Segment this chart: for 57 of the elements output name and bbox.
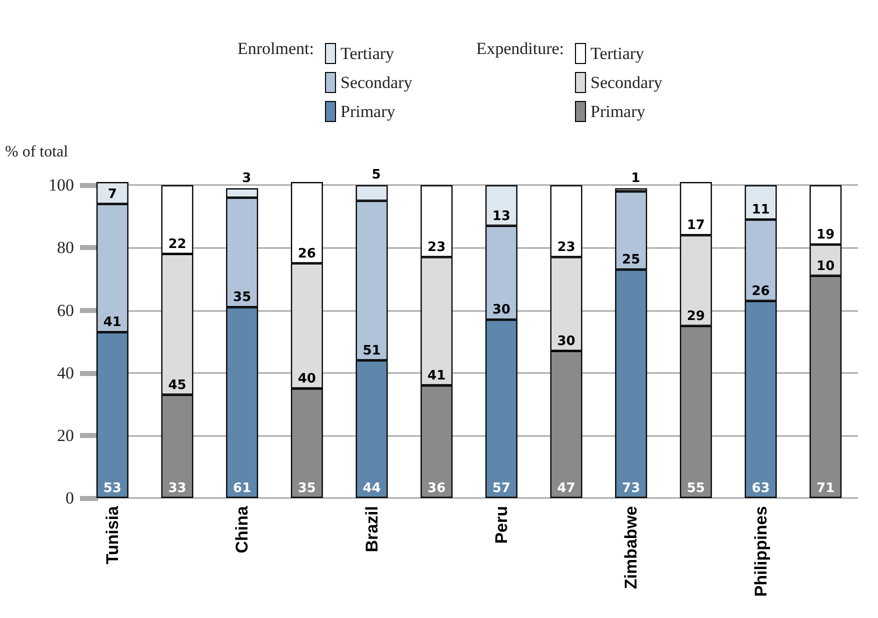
data-label: 40 bbox=[298, 371, 316, 386]
x-tick-label: Peru bbox=[492, 506, 511, 544]
x-tick-label: Tunisia bbox=[102, 505, 122, 564]
data-label: 71 bbox=[816, 481, 835, 496]
data-label: 13 bbox=[492, 208, 510, 224]
data-label: 26 bbox=[752, 284, 770, 299]
x-tick-label: China bbox=[232, 505, 252, 554]
data-label: 1 bbox=[631, 170, 640, 186]
legend-label: Secondary bbox=[340, 73, 413, 92]
data-label: 3 bbox=[242, 170, 252, 186]
x-tick-label: Philippines bbox=[751, 506, 770, 597]
data-label: 44 bbox=[362, 481, 381, 496]
text: Expenditure: bbox=[476, 39, 564, 58]
y-tick-label: 0 bbox=[66, 488, 74, 508]
legend-label: Tertiary bbox=[590, 44, 645, 63]
data-label: 47 bbox=[557, 481, 576, 496]
y-tick-label: 100 bbox=[48, 176, 74, 195]
data-label: 7 bbox=[108, 186, 117, 202]
y-tick-label: 80 bbox=[57, 238, 74, 258]
data-label: 29 bbox=[686, 308, 705, 324]
y-axis-title: % of total bbox=[5, 144, 69, 160]
data-label: 10 bbox=[816, 258, 835, 274]
legend-label: Primary bbox=[340, 102, 396, 121]
data-label: 45 bbox=[168, 378, 186, 393]
data-label: 22 bbox=[168, 236, 186, 252]
y-tick-label: 60 bbox=[57, 300, 74, 320]
legend-label: Tertiary bbox=[340, 44, 395, 63]
legend-label: Primary bbox=[590, 102, 646, 121]
data-label: 19 bbox=[816, 228, 835, 243]
data-label: 30 bbox=[492, 302, 510, 318]
data-label: 25 bbox=[622, 252, 640, 268]
data-label: 41 bbox=[103, 315, 122, 330]
data-label: 73 bbox=[622, 481, 640, 496]
y-tick-label: 40 bbox=[57, 363, 74, 382]
data-label: 26 bbox=[298, 246, 316, 262]
data-label: 5 bbox=[372, 168, 381, 183]
data-label: 36 bbox=[428, 481, 446, 496]
data-label: 30 bbox=[557, 334, 576, 349]
data-label: 33 bbox=[168, 481, 186, 496]
legend-label: Secondary bbox=[590, 73, 663, 92]
data-label: 57 bbox=[492, 481, 510, 496]
data-label: 55 bbox=[686, 481, 705, 496]
data-label: 51 bbox=[362, 343, 381, 358]
x-tick-label: Zimbabwe bbox=[622, 506, 641, 590]
data-label: 35 bbox=[233, 290, 252, 306]
data-label: 53 bbox=[103, 481, 122, 496]
data-label: 23 bbox=[428, 240, 446, 256]
data-label: 11 bbox=[752, 202, 770, 218]
y-tick-label: 20 bbox=[57, 426, 74, 445]
data-label: 63 bbox=[752, 481, 770, 496]
data-label: 23 bbox=[557, 240, 576, 256]
x-tick-label: Brazil bbox=[362, 506, 382, 552]
data-label: 17 bbox=[686, 218, 705, 234]
text: Enrolment: bbox=[238, 39, 314, 58]
data-label: 35 bbox=[298, 481, 316, 496]
data-label: 61 bbox=[233, 481, 252, 496]
data-label: 41 bbox=[428, 368, 446, 384]
